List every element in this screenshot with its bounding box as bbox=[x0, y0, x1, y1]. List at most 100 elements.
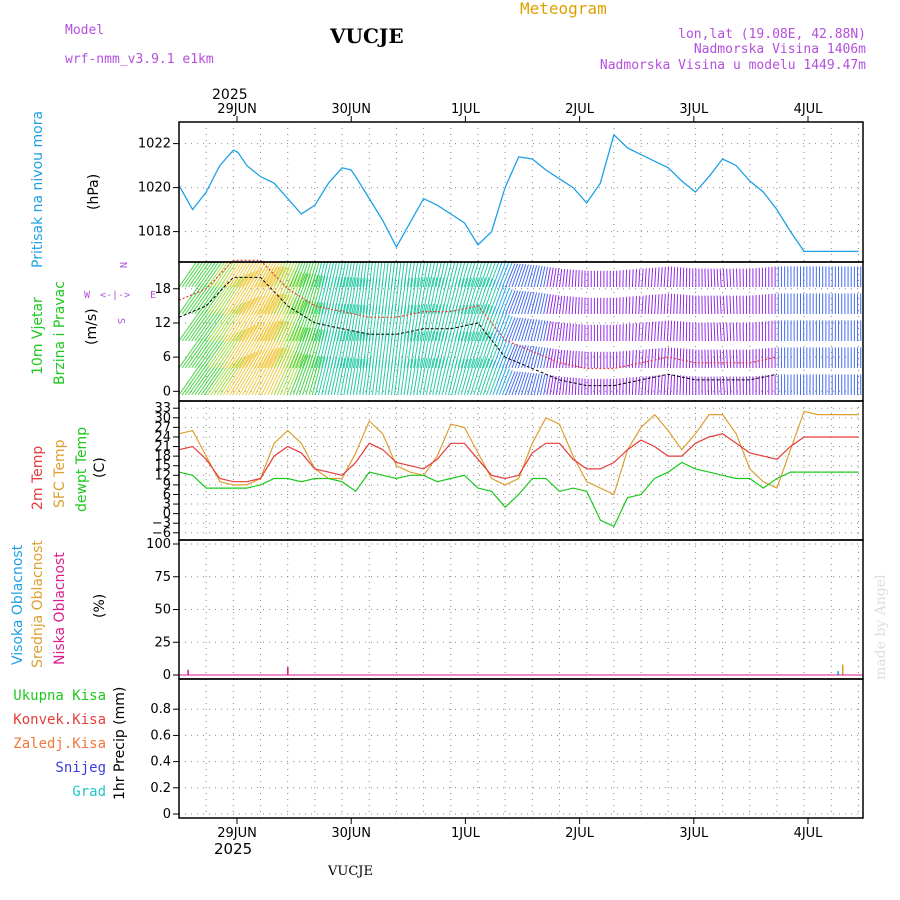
wind-barb bbox=[713, 322, 716, 342]
wind-barb bbox=[413, 358, 421, 396]
wind-barb bbox=[181, 310, 204, 342]
wind-barb bbox=[476, 262, 486, 288]
wind-barb bbox=[530, 346, 538, 369]
wind-barb bbox=[517, 372, 527, 396]
wind-barb bbox=[732, 349, 735, 369]
wind-barb bbox=[682, 321, 685, 342]
wind-barb bbox=[432, 262, 439, 288]
wind-barb bbox=[352, 262, 358, 288]
wind-barb bbox=[413, 277, 421, 315]
wind-barb bbox=[251, 267, 277, 315]
y-tick-label: 0.4 bbox=[150, 755, 171, 770]
wind-barb bbox=[644, 322, 647, 342]
lonlat: lon,lat (19.08E, 42.88N) bbox=[678, 27, 866, 42]
wind-barb bbox=[641, 349, 644, 369]
wind-barb bbox=[498, 368, 510, 396]
y-tick-label: 33 bbox=[154, 401, 171, 416]
wind-barb bbox=[321, 262, 329, 288]
wind-barb bbox=[451, 331, 462, 369]
wind-barb bbox=[409, 304, 417, 342]
wind-barb bbox=[292, 300, 309, 342]
wind-barb bbox=[463, 331, 476, 369]
wind-barb bbox=[562, 269, 566, 288]
wind-barb bbox=[194, 335, 218, 369]
wind-barb bbox=[216, 303, 243, 342]
wind-barb bbox=[578, 351, 580, 369]
wind-barb bbox=[546, 375, 551, 396]
wind-barb bbox=[568, 377, 571, 396]
wind-barb bbox=[352, 304, 360, 342]
precip-y-ticks: 0 0.2 0.4 0.6 0.8 bbox=[150, 702, 179, 822]
wind-barb bbox=[327, 262, 335, 288]
wind-barb bbox=[349, 304, 357, 342]
watermark: made by Angel bbox=[873, 574, 889, 680]
wind-barb bbox=[457, 331, 469, 369]
wind-barb bbox=[574, 323, 577, 342]
year-bottom: 2025 bbox=[214, 840, 252, 858]
wind-barb bbox=[679, 294, 682, 315]
wind-barb bbox=[406, 304, 414, 342]
wind-barb bbox=[530, 265, 538, 288]
bottom-tick-label: 30JUN bbox=[331, 826, 371, 841]
wind-barb bbox=[460, 304, 472, 342]
wind-barb bbox=[673, 347, 676, 369]
y-tick-label: 9 bbox=[163, 478, 171, 493]
wind-barb bbox=[495, 286, 508, 315]
y-tick-label: 3 bbox=[163, 497, 171, 512]
wind-barb bbox=[179, 364, 201, 396]
wind-barb bbox=[346, 331, 354, 369]
wind-barb bbox=[416, 262, 422, 288]
wind-barb bbox=[647, 295, 650, 315]
wind-barb bbox=[311, 302, 323, 342]
wind-barb bbox=[365, 262, 370, 288]
wind-barb bbox=[552, 321, 557, 342]
wind-barb bbox=[387, 262, 392, 288]
wind-barb bbox=[660, 294, 663, 315]
wind-barb bbox=[356, 331, 363, 369]
y-tick-label: 30 bbox=[154, 411, 171, 426]
y-tick-label: 1022 bbox=[138, 137, 171, 152]
wind-barb bbox=[257, 320, 283, 369]
wind-barb bbox=[349, 277, 357, 315]
wind-barb bbox=[657, 375, 660, 396]
wind-barb bbox=[197, 281, 222, 315]
wind-barb bbox=[264, 294, 288, 342]
wind-barb bbox=[340, 303, 349, 342]
y-tick-label: 25 bbox=[154, 635, 171, 650]
wind-barb bbox=[337, 276, 346, 315]
wind-barb bbox=[559, 349, 563, 369]
wind-barb bbox=[257, 347, 283, 396]
wind-barb bbox=[245, 262, 260, 288]
wind-barb bbox=[390, 262, 396, 288]
wind-barb bbox=[650, 267, 654, 288]
model-label: Model bbox=[65, 23, 104, 38]
wind-barb bbox=[219, 274, 246, 315]
wind-barb bbox=[635, 323, 637, 342]
wind-barb bbox=[663, 374, 666, 396]
wind-barb bbox=[568, 296, 571, 315]
wind-barb bbox=[346, 358, 354, 396]
wind-barb bbox=[438, 262, 446, 288]
wind-barb bbox=[644, 295, 647, 315]
wind-barb bbox=[679, 348, 682, 369]
wind-barb bbox=[280, 298, 300, 342]
wind-barb bbox=[416, 304, 424, 342]
wind-barb bbox=[216, 276, 243, 315]
wind-barb bbox=[302, 328, 316, 369]
wind-barb bbox=[710, 322, 713, 342]
cloud-bars bbox=[179, 664, 863, 676]
compass-arrows: <-|-> bbox=[100, 290, 130, 301]
wind-barb bbox=[463, 358, 476, 396]
wind-barb bbox=[505, 371, 516, 396]
precip-unit: 1hr Precip (mm) bbox=[112, 687, 128, 800]
wind-barb bbox=[286, 262, 298, 288]
wind-barbs bbox=[179, 262, 862, 396]
wind-barb bbox=[476, 331, 490, 369]
wind-barb bbox=[568, 269, 571, 288]
wind-barb bbox=[425, 262, 432, 288]
grid-lines bbox=[179, 122, 863, 818]
top-tick-label: 4JUL bbox=[794, 102, 824, 117]
dewpt-label: dewpt Temp bbox=[74, 427, 90, 512]
wind-barb bbox=[473, 358, 486, 396]
wind-barb bbox=[235, 262, 252, 288]
